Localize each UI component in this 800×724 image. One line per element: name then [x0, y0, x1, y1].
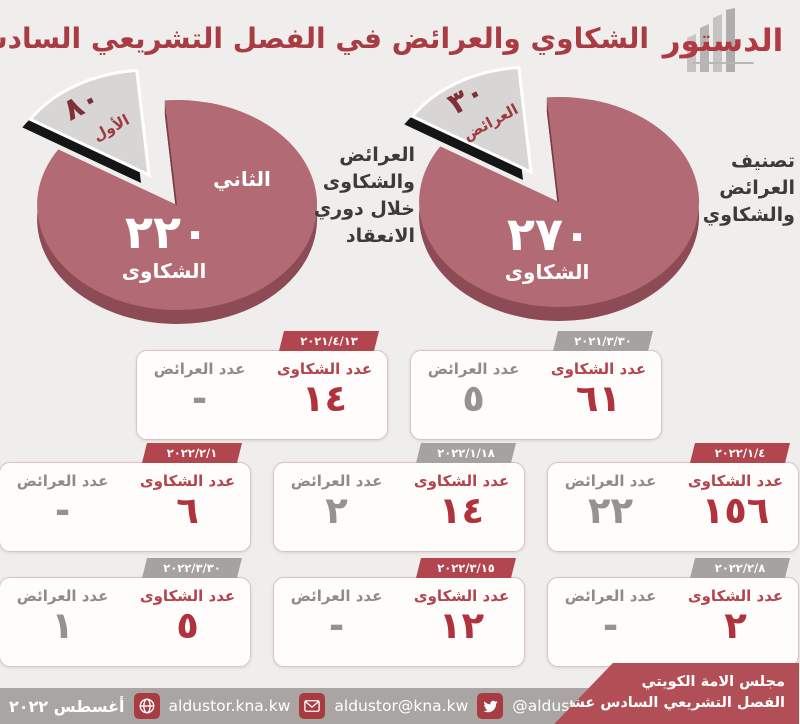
footer-month: أغسطس ٢٠٢٢ — [10, 696, 126, 716]
petitions-value: - — [329, 604, 346, 647]
petitions-value: ١ — [52, 604, 75, 647]
pie-cut-wall — [165, 100, 178, 219]
twitter-icon — [478, 693, 505, 719]
pie-chart-classification: ٢٧٠ الشكاوى ٣٠ العرائض — [405, 65, 701, 321]
petitions-value: - — [55, 489, 72, 532]
complaints-value: ١٤ — [302, 377, 349, 420]
cards-row-3: ٢٠٢٢/٢/٨ عدد الشكاوى ٢ عدد العرائض - ٢٠٢… — [0, 558, 800, 667]
org-name: مجلس الامة الكويتي — [642, 674, 786, 690]
petitions-label: عدد العرائض — [17, 587, 110, 605]
petitions-label: عدد العرائض — [291, 587, 384, 605]
petitions-value: - — [603, 604, 620, 647]
stat-card: ٢٠٢٢/٢/١ عدد الشكاوى ٦ عدد العرائض - — [0, 443, 252, 552]
petitions-value: ٥ — [463, 377, 486, 420]
complaints-value: ١٤ — [439, 489, 486, 532]
complaints-label: عدد الشكاوى — [414, 587, 511, 605]
date-badge: ٢٠٢٢/٣/٣٠ — [143, 558, 243, 578]
date-badge: ٢٠٢٢/٢/١ — [143, 443, 243, 463]
petitions-label: عدد العرائض — [565, 472, 658, 490]
slice-name-label: الثاني — [214, 167, 272, 192]
pie-value: ٢٢٠ — [126, 205, 210, 259]
org-term: الفصل التشريعي السادس عشر — [562, 695, 786, 712]
page-title: الشكاوي والعرائض في الفصل التشريعي الساد… — [0, 22, 650, 55]
envelope-icon — [300, 693, 327, 719]
petitions-value: ٢ — [326, 489, 349, 532]
petitions-label: عدد العرائض — [154, 360, 247, 378]
complaints-label: عدد الشكاوى — [140, 587, 237, 605]
date-badge: ٢٠٢١/٣/٣٠ — [554, 331, 654, 351]
pie-unit: الشكاوى — [506, 260, 591, 284]
petitions-value: ٢٢ — [588, 489, 635, 532]
date-badge: ٢٠٢٢/٣/١٥ — [417, 558, 517, 578]
pie-chart-sessions: الثاني ٢٢٠ الشكاوى ٨٠ الأول — [23, 68, 319, 324]
complaints-value: ١٢ — [439, 604, 486, 647]
newspaper-logo: الدستور — [658, 6, 790, 84]
footer-email[interactable]: aldustor@kna.kw — [335, 697, 470, 715]
complaints-label: عدد الشكاوى — [688, 472, 785, 490]
complaints-label: عدد الشكاوى — [551, 360, 648, 378]
footer-website[interactable]: aldustor.kna.kw — [169, 697, 292, 715]
stat-card: ٢٠٢٢/٣/٣٠ عدد الشكاوى ٥ عدد العرائض ١ — [0, 558, 252, 667]
petitions-label: عدد العرائض — [428, 360, 521, 378]
pie-body-slice — [38, 99, 319, 310]
stat-card: ٢٠٢٢/٣/١٥ عدد الشكاوى ١٢ عدد العرائض - — [274, 558, 526, 667]
petitions-value: - — [192, 377, 209, 420]
complaints-label: عدد الشكاوى — [688, 587, 785, 605]
complaints-label: عدد الشكاوى — [140, 472, 237, 490]
cards-row-1: ٢٠٢١/٣/٣٠ عدد الشكاوى ٦١ عدد العرائض ٥ ٢… — [0, 331, 800, 440]
stat-card: ٢٠٢٢/١/١٨ عدد الشكاوى ١٤ عدد العرائض ٢ — [274, 443, 526, 552]
complaints-value: ٥ — [177, 604, 200, 647]
petitions-label: عدد العرائض — [17, 472, 110, 490]
exploded-slice — [28, 68, 152, 178]
building-bars-icon — [688, 8, 736, 72]
complaints-value: ١٥٦ — [702, 489, 771, 532]
footer-bar: أغسطس ٢٠٢٢ aldustor.kna.kw aldustor@kna.… — [0, 688, 620, 724]
globe-icon — [134, 693, 161, 719]
stat-card: ٢٠٢٢/٢/٨ عدد الشكاوى ٢ عدد العرائض - — [548, 558, 800, 667]
date-badge: ٢٠٢١/٤/١٣ — [280, 331, 380, 351]
stat-card: ٢٠٢١/٤/١٣ عدد الشكاوى ١٤ عدد العرائض - — [137, 331, 389, 440]
caption-sessions: العرائض والشكاوى خلال دوري الانعقاد — [314, 144, 416, 247]
exploded-slice — [410, 65, 534, 175]
cards-row-2: ٢٠٢٢/١/٤ عدد الشكاوى ١٥٦ عدد العرائض ٢٢ … — [0, 443, 800, 552]
complaints-value: ٦ — [177, 489, 200, 532]
logo-wordmark: الدستور — [663, 23, 785, 59]
caption-classification: تصنيف العرائض والشكاوي — [703, 150, 796, 226]
date-badge: ٢٠٢٢/٢/٨ — [691, 558, 791, 578]
date-badge: ٢٠٢٢/١/١٨ — [417, 443, 517, 463]
complaints-label: عدد الشكاوى — [414, 472, 511, 490]
complaints-label: عدد الشكاوى — [277, 360, 374, 378]
pie-value: ٢٧٠ — [508, 207, 592, 261]
pie-unit: الشكاوى — [123, 259, 208, 283]
date-badge: ٢٠٢٢/١/٤ — [691, 443, 791, 463]
pie-body-slice — [420, 96, 701, 307]
petitions-label: عدد العرائض — [565, 587, 658, 605]
pie-cut-wall — [547, 97, 560, 216]
petitions-label: عدد العرائض — [291, 472, 384, 490]
logo-tagline — [693, 62, 755, 64]
complaints-value: ٢ — [725, 604, 748, 647]
stat-card: ٢٠٢٢/١/٤ عدد الشكاوى ١٥٦ عدد العرائض ٢٢ — [548, 443, 800, 552]
stat-card: ٢٠٢١/٣/٣٠ عدد الشكاوى ٦١ عدد العرائض ٥ — [411, 331, 663, 440]
complaints-value: ٦١ — [576, 377, 623, 420]
